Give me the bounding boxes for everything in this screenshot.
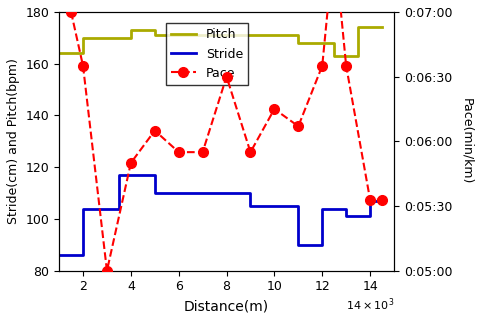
Pace <box>295 124 301 128</box>
Stride <box>116 173 122 177</box>
Pace <box>248 150 253 154</box>
Pitch <box>295 41 301 45</box>
Stride <box>343 207 349 211</box>
Y-axis label: Pace(min/km): Pace(min/km) <box>460 98 473 185</box>
Pace <box>272 107 277 111</box>
Stride <box>343 214 349 218</box>
Stride <box>116 207 122 211</box>
Stride <box>56 253 62 257</box>
Stride <box>152 191 157 195</box>
Pitch <box>355 26 361 29</box>
Pace <box>80 64 86 68</box>
Y-axis label: Stride(cm) and Pitch(bpm): Stride(cm) and Pitch(bpm) <box>7 59 20 224</box>
Pitch <box>331 54 337 58</box>
Pitch <box>152 33 157 37</box>
Stride <box>319 207 325 211</box>
Stride <box>80 207 86 211</box>
Pitch <box>56 52 62 55</box>
Stride <box>248 204 253 208</box>
Legend: Pitch, Stride, Pace: Pitch, Stride, Pace <box>166 23 248 85</box>
Pace <box>176 150 181 154</box>
Pitch <box>80 52 86 55</box>
Stride <box>152 173 157 177</box>
Pace <box>343 64 349 68</box>
Stride <box>367 214 373 218</box>
Pitch <box>355 54 361 58</box>
Line: Stride: Stride <box>59 175 382 255</box>
Pace <box>379 198 385 202</box>
Pitch <box>128 36 134 40</box>
Pace <box>104 269 110 273</box>
Pitch <box>295 33 301 37</box>
Stride <box>295 243 301 247</box>
Pace <box>152 129 157 132</box>
Pace <box>367 198 373 202</box>
Pace <box>200 150 205 154</box>
Pace <box>128 161 134 165</box>
Stride <box>367 199 373 203</box>
Pace <box>319 64 325 68</box>
Line: Pace: Pace <box>66 0 387 276</box>
Stride <box>295 204 301 208</box>
Line: Pitch: Pitch <box>59 28 382 56</box>
Text: $14\times10^{3}$: $14\times10^{3}$ <box>346 297 394 313</box>
Stride <box>248 191 253 195</box>
Stride <box>319 243 325 247</box>
Pitch <box>80 36 86 40</box>
X-axis label: Distance(m): Distance(m) <box>184 299 269 313</box>
Pitch <box>331 41 337 45</box>
Stride <box>80 253 86 257</box>
Pace <box>224 75 229 79</box>
Pace <box>68 10 74 14</box>
Stride <box>379 199 385 203</box>
Pitch <box>152 28 157 32</box>
Pitch <box>379 26 385 29</box>
Pitch <box>128 28 134 32</box>
